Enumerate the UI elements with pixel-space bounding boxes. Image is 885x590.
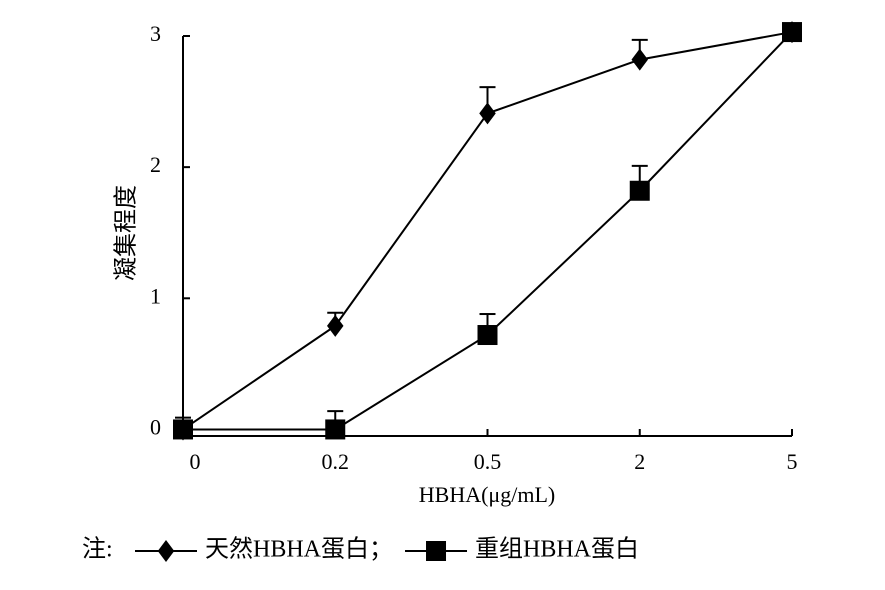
y-tick-label: 0 [150, 414, 161, 439]
diamond-marker [479, 102, 496, 125]
square-marker [173, 419, 193, 440]
x-axis-label: HBHA(μg/mL) [419, 482, 555, 507]
diamond-marker [631, 48, 648, 71]
diamond-marker [327, 314, 344, 337]
legend-label: 天然HBHA蛋白 [205, 536, 369, 563]
x-tick-label: 2 [634, 449, 645, 474]
x-tick-label: 0.5 [474, 449, 502, 474]
y-tick-label: 1 [150, 283, 161, 308]
square-marker [782, 22, 802, 43]
square-marker [325, 419, 346, 440]
legend-separator: ； [369, 537, 393, 563]
x-tick-label: 5 [787, 449, 798, 474]
legend-marker [426, 541, 447, 561]
y-tick-label: 2 [150, 152, 161, 177]
legend-prefix: 注: [82, 536, 113, 563]
legend-label: 重组HBHA蛋白 [475, 536, 639, 563]
y-tick-label: 3 [150, 21, 161, 46]
y-axis-label: 凝集程度 [113, 185, 140, 281]
x-tick-label: 0 [190, 449, 201, 474]
square-marker [477, 325, 498, 346]
square-marker [629, 180, 650, 201]
legend-marker [157, 540, 175, 562]
x-tick-label: 0.2 [322, 449, 350, 474]
